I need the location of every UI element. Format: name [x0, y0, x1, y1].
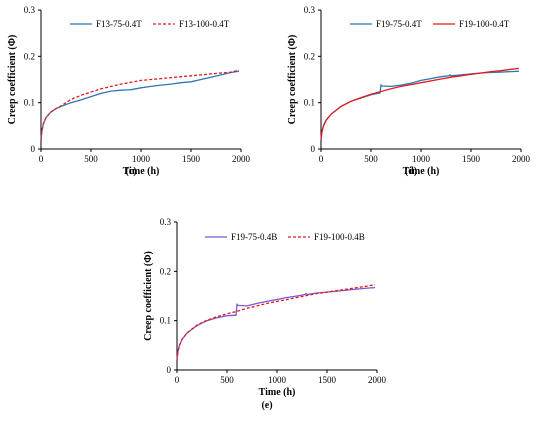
y-tick-label: 0.3: [24, 5, 36, 15]
x-tick-label: 1000: [412, 154, 431, 164]
x-tick-label: 0: [39, 154, 44, 164]
y-tick-label: 0.3: [304, 5, 316, 15]
x-tick-label: 0: [319, 154, 324, 164]
panel-caption: (d): [405, 166, 417, 177]
x-tick-label: 2000: [512, 154, 531, 164]
series-line-f19-100-0.4t: [320, 67, 520, 140]
y-tick-label: 0: [167, 365, 172, 375]
x-axis-label: Time (h): [123, 166, 160, 177]
x-tick-label: 500: [84, 154, 98, 164]
x-tick-label: 1500: [462, 154, 481, 164]
y-tick-label: 0.1: [160, 316, 171, 326]
series-line-f19-75-0.4b: [176, 286, 376, 361]
y-tick-label: 0.1: [304, 98, 315, 108]
x-tick-label: 500: [220, 375, 234, 385]
x-tick-label: 1000: [268, 375, 287, 385]
y-tick-label: 0.1: [24, 98, 35, 108]
chart-panel-e: 0 500 1000 1500 2000 0 0.1 0.2 0.3 Time (h) Creep …: [143, 217, 387, 411]
y-axis-label: Creep coefficient (Φ): [7, 35, 18, 125]
x-axis-label: Time (h): [259, 387, 296, 398]
x-tick-label: 2000: [232, 154, 251, 164]
x-tick-label: 500: [364, 154, 378, 164]
panel-caption: (e): [261, 400, 272, 411]
legend-label: F19-100-0.4T: [459, 19, 510, 29]
y-tick-label: 0: [311, 144, 316, 154]
series-line-f19-100-0.4b: [176, 284, 376, 361]
legend-label: F13-75-0.4T: [96, 19, 142, 29]
x-tick-label: 1000: [132, 154, 151, 164]
x-tick-label: 2000: [368, 375, 387, 385]
series-line-f13-75-0.4t: [40, 70, 240, 140]
series-line-f19-75-0.4t: [320, 70, 520, 140]
y-tick-label: 0.2: [160, 266, 171, 276]
legend-label: F19-100-0.4B: [314, 232, 365, 242]
y-tick-label: 0: [31, 144, 36, 154]
x-tick-label: 0: [175, 375, 180, 385]
y-tick-label: 0.2: [24, 51, 35, 61]
legend-label: F13-100-0.4T: [179, 19, 230, 29]
x-tick-label: 1500: [182, 154, 201, 164]
y-tick-label: 0.2: [304, 51, 315, 61]
chart-panel-d: 0 500 1000 1500 2000 0 0.1 0.2 0.3 Time (h) Creep …: [287, 5, 531, 177]
x-tick-label: 1500: [318, 375, 337, 385]
chart-panel-c: 0 500 1000 1500 2000 0 0.1 0.2 0.3 Time (h) Creep …: [7, 5, 251, 177]
legend-label: F19-75-0.4T: [376, 19, 422, 29]
legend-label: F19-75-0.4B: [231, 232, 277, 242]
series-line-f13-100-0.4t: [40, 69, 240, 140]
y-axis-label: Creep coefficient (Φ): [143, 251, 154, 341]
x-axis-label: Time (h): [403, 166, 440, 177]
panel-caption: (c): [125, 166, 136, 177]
y-tick-label: 0.3: [160, 217, 172, 227]
y-axis-label: Creep coefficient (Φ): [287, 35, 298, 125]
